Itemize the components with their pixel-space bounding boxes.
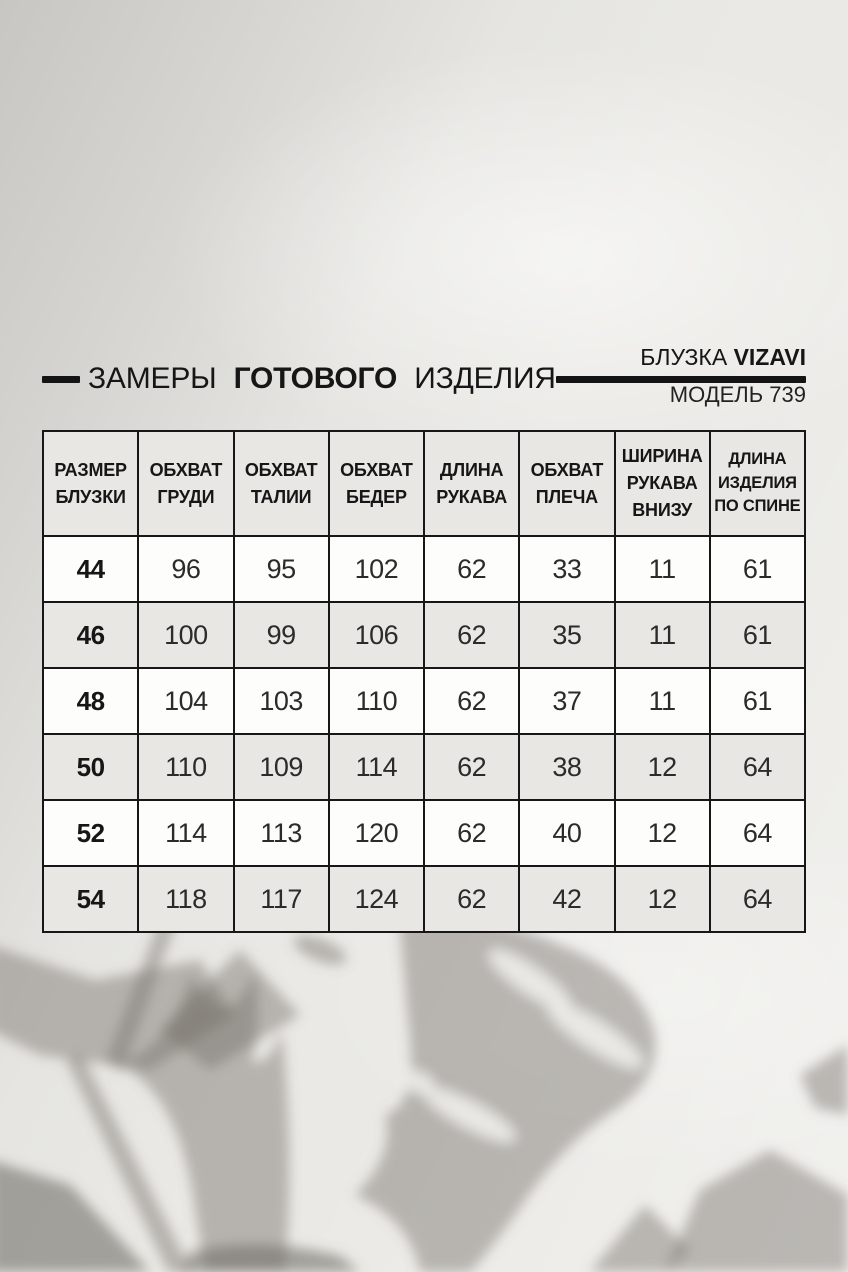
size-cell: 44 <box>41 535 140 603</box>
title-word-tail: ИЗДЕЛИЯ <box>414 362 556 395</box>
measurement-cell: 110 <box>327 667 426 735</box>
measurement-cell: 103 <box>232 667 330 735</box>
measurement-cell: 62 <box>422 535 521 603</box>
model-number: МОДЕЛЬ 739 <box>669 382 806 407</box>
measurement-cell: 96 <box>137 535 235 603</box>
measurement-cell: 118 <box>137 865 235 933</box>
measurement-cell: 117 <box>232 865 330 933</box>
col-header-sleeve-width-bottom: ШИРИНА РУКАВА ВНИЗУ <box>613 430 711 537</box>
size-cell: 50 <box>41 733 140 801</box>
measurement-cell: 110 <box>137 733 235 801</box>
plant-leaf-shadows <box>0 920 848 1272</box>
measurement-cell: 11 <box>613 535 711 603</box>
col-header-waist: ОБХВАТ ТАЛИИ <box>232 430 330 537</box>
measurement-cell: 62 <box>422 667 521 735</box>
size-cell: 54 <box>41 865 140 933</box>
measurement-cell: 12 <box>613 799 711 867</box>
size-row-54: 54 118 117 124 62 42 12 64 <box>41 865 807 933</box>
measurement-cell: 37 <box>518 667 616 735</box>
measurement-cell: 113 <box>232 799 330 867</box>
measurement-cell: 61 <box>708 535 807 603</box>
size-row-52: 52 114 113 120 62 40 12 64 <box>41 799 807 867</box>
size-row-48: 48 104 103 110 62 37 11 61 <box>41 667 807 735</box>
measurement-cell: 61 <box>708 667 807 735</box>
measurement-cell: 95 <box>232 535 330 603</box>
measurement-cell: 62 <box>422 865 521 933</box>
col-header-chest: ОБХВАТ ГРУДИ <box>137 430 235 537</box>
measurement-cell: 109 <box>232 733 330 801</box>
measurement-cell: 120 <box>327 799 426 867</box>
size-cell: 46 <box>41 601 140 669</box>
measurement-cell: 62 <box>422 799 521 867</box>
measurement-cell: 124 <box>327 865 426 933</box>
size-cell: 48 <box>41 667 140 735</box>
measurement-cell: 62 <box>422 733 521 801</box>
col-header-shoulder: ОБХВАТ ПЛЕЧА <box>518 430 616 537</box>
product-info: БЛУЗКА VIZAVI МОДЕЛЬ 739 <box>640 344 806 407</box>
col-header-sleeve-length: ДЛИНА РУКАВА <box>422 430 521 537</box>
measurement-cell: 114 <box>327 733 426 801</box>
measurement-cell: 11 <box>613 667 711 735</box>
title-dash-rule <box>42 375 80 383</box>
size-row-50: 50 110 109 114 62 38 12 64 <box>41 733 807 801</box>
product-name: БЛУЗКА VIZAVI <box>640 344 806 370</box>
col-header-back-length: ДЛИНА ИЗДЕЛИЯ ПО СПИНЕ <box>708 430 807 537</box>
measurement-cell: 104 <box>137 667 235 735</box>
table-header-row: РАЗМЕР БЛУЗКИ ОБХВАТ ГРУДИ ОБХВАТ ТАЛИИ … <box>41 430 807 537</box>
measurement-cell: 11 <box>613 601 711 669</box>
brand-name: VIZAVI <box>733 344 806 370</box>
page-title-text: ЗАМЕРЫ ГОТОВОГО ИЗДЕЛИЯ <box>88 361 556 397</box>
product-type: БЛУЗКА <box>640 344 728 370</box>
size-row-46: 46 100 99 106 62 35 11 61 <box>41 601 807 669</box>
size-cell: 52 <box>41 799 140 867</box>
measurement-cell: 12 <box>613 733 711 801</box>
col-header-hips: ОБХВАТ БЕДЕР <box>327 430 426 537</box>
measurement-cell: 61 <box>708 601 807 669</box>
measurement-cell: 100 <box>137 601 235 669</box>
size-measurements-table: РАЗМЕР БЛУЗКИ ОБХВАТ ГРУДИ ОБХВАТ ТАЛИИ … <box>41 430 807 933</box>
measurement-cell: 33 <box>518 535 616 603</box>
title-word-lead: ЗАМЕРЫ <box>88 362 217 395</box>
measurement-cell: 38 <box>518 733 616 801</box>
measurement-cell: 114 <box>137 799 235 867</box>
col-header-size: РАЗМЕР БЛУЗКИ <box>41 430 140 537</box>
measurement-cell: 64 <box>708 733 807 801</box>
measurement-cell: 12 <box>613 865 711 933</box>
measurement-cell: 62 <box>422 601 521 669</box>
measurement-cell: 42 <box>518 865 616 933</box>
measurement-cell: 40 <box>518 799 616 867</box>
measurement-cell: 99 <box>232 601 330 669</box>
measurement-cell: 64 <box>708 799 807 867</box>
title-word-emphasis: ГОТОВОГО <box>233 362 398 395</box>
measurement-cell: 102 <box>327 535 426 603</box>
size-row-44: 44 96 95 102 62 33 11 61 <box>41 535 807 603</box>
page-title: ЗАМЕРЫ ГОТОВОГО ИЗДЕЛИЯ <box>42 361 556 397</box>
measurement-cell: 35 <box>518 601 616 669</box>
measurement-cell: 106 <box>327 601 426 669</box>
measurement-cell: 64 <box>708 865 807 933</box>
